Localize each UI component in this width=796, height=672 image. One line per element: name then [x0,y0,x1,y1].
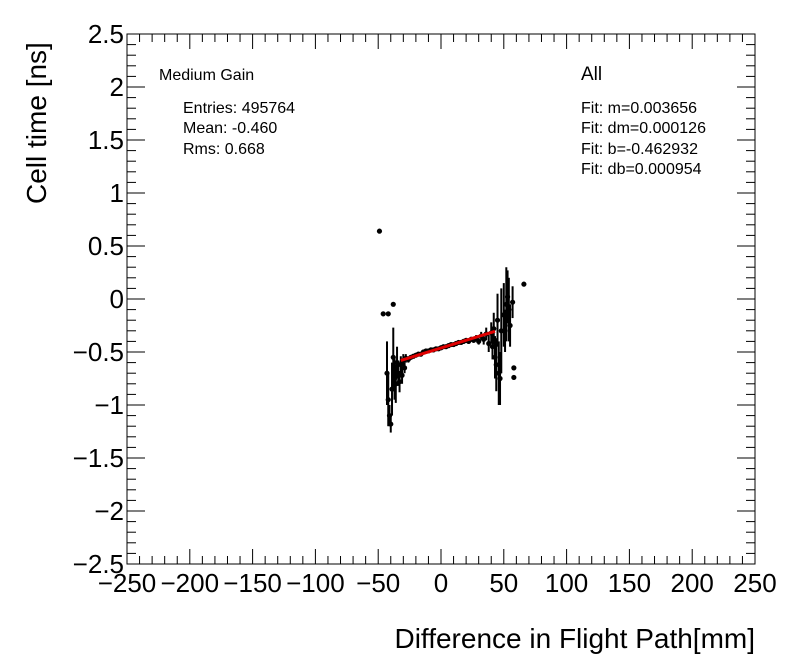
stats-title: Medium Gain [159,67,254,84]
data-point [388,421,394,427]
x-tick-label: −200 [161,568,220,598]
fit-m: Fit: m=0.003656 [581,100,697,117]
data-point [493,362,499,368]
data-point [494,317,501,323]
stats-entries: Entries: 495764 [183,100,295,117]
x-tick-label: 200 [671,568,714,598]
fit-db: Fit: db=0.000954 [581,161,702,178]
fit-dm: Fit: dm=0.000126 [581,120,706,137]
y-tick-label: 2 [110,72,124,102]
y-axis-title: Cell time [ns] [21,42,52,204]
data-point [498,328,504,334]
data-point [481,336,487,342]
data-point [385,397,391,403]
fit-title: All [581,64,602,85]
data-point [521,281,527,287]
data-point [399,372,405,378]
data-point [476,338,482,344]
stats-rms: Rms: 0.668 [183,141,265,158]
x-tick-label: 100 [545,568,588,598]
y-tick-label: 1.5 [88,125,124,155]
x-tick-label: −100 [286,568,345,598]
y-tick-label: −0.5 [73,337,124,367]
plot-frame [126,33,756,565]
data-point [509,299,516,305]
data-point [511,365,517,371]
data-point [398,362,404,368]
data-point [385,311,391,317]
y-tick-label: 0 [110,284,124,314]
y-tick-label: −2 [94,496,124,526]
data-point [497,375,503,382]
data-point [489,344,496,350]
y-tick-label: −2.5 [73,549,124,579]
y-tick-label: 2.5 [88,19,124,49]
data-point [401,365,408,371]
data-point [390,301,396,307]
stats-mean: Mean: -0.460 [183,120,277,137]
data-point [393,381,399,387]
x-tick-label: 250 [733,568,776,598]
x-tick-label: 50 [489,568,518,598]
data-point [486,340,492,347]
data-point [380,311,386,317]
x-tick-label: −50 [356,568,400,598]
y-tick-label: −1 [94,390,124,420]
data-point [491,326,497,332]
x-axis-title: Difference in Flight Path[mm] [394,623,755,654]
x-tick-label: 150 [608,568,651,598]
data-point [389,386,395,392]
y-tick-label: 0.5 [88,231,124,261]
y-tick-label: −1.5 [73,443,124,473]
x-tick-label: 0 [434,568,448,598]
fit-line [400,329,496,362]
y-tick-label: 1 [110,178,124,208]
data-point [511,374,517,381]
data-point [507,322,513,329]
x-tick-label: −250 [98,568,157,598]
data-point [376,228,383,234]
fit-b: Fit: b=-0.462932 [581,141,698,158]
x-tick-label: −150 [223,568,282,598]
data-point [396,379,403,385]
